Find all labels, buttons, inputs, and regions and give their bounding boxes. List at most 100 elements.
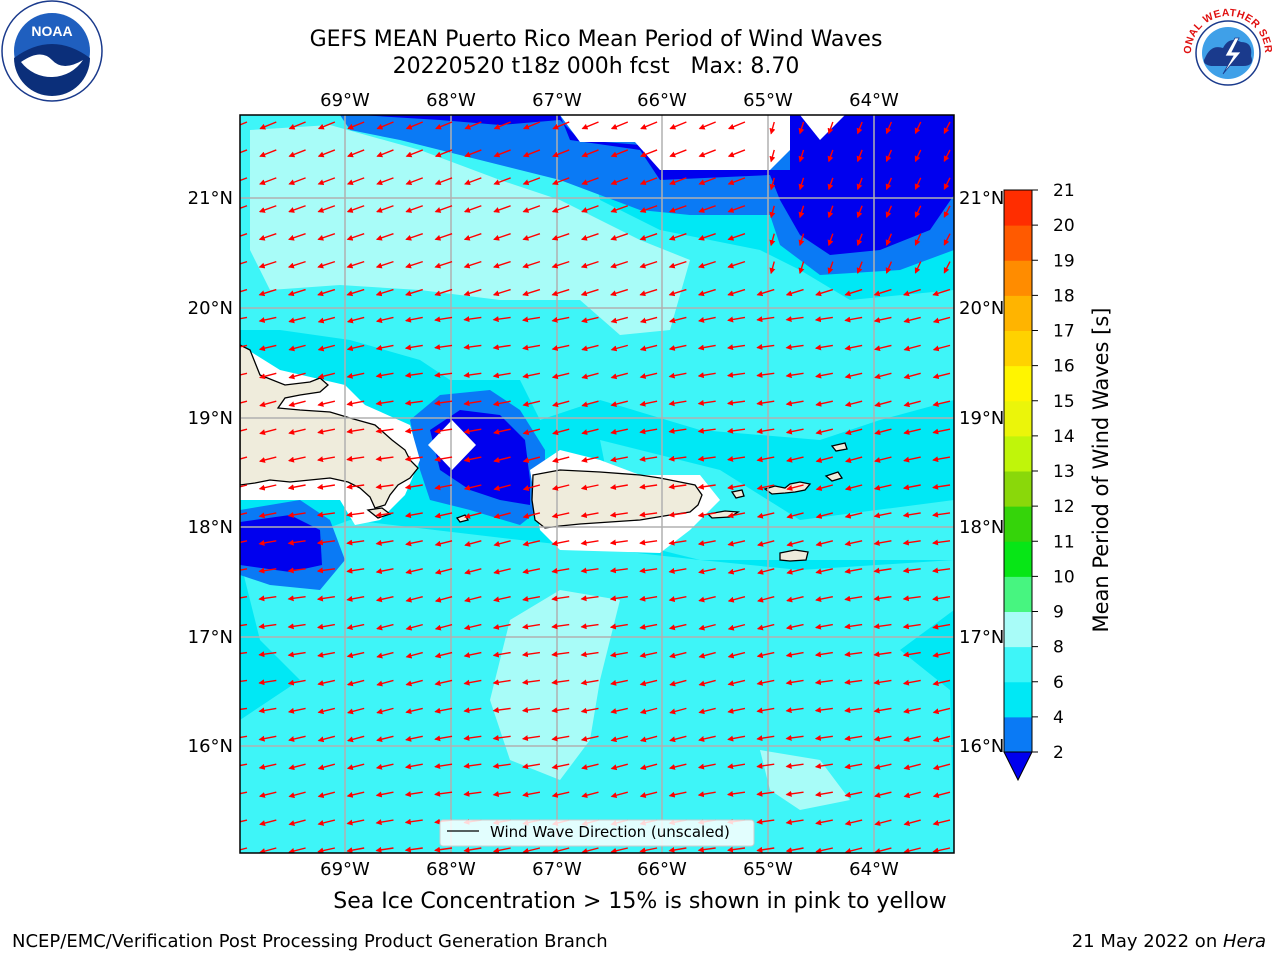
wind-wave-arrow	[827, 233, 834, 247]
wind-wave-arrow	[493, 456, 511, 463]
wind-wave-arrow	[258, 595, 277, 602]
wind-wave-arrow	[522, 484, 541, 491]
wind-wave-arrow	[521, 651, 541, 658]
wind-wave-arrow	[580, 707, 599, 714]
wind-wave-arrow	[786, 512, 804, 519]
wind-wave-arrow	[434, 344, 453, 351]
wind-wave-arrow	[317, 735, 336, 743]
lat-label: 21°N	[959, 188, 1004, 209]
lon-labels-bottom: 69°W 68°W 67°W 66°W 65°W 64°W	[320, 859, 899, 880]
wind-wave-arrow	[522, 791, 541, 798]
wind-wave-arrow	[844, 679, 863, 686]
wind-wave-arrow	[815, 540, 834, 547]
lon-label: 65°W	[743, 90, 793, 111]
wind-wave-arrow	[258, 651, 277, 658]
colorbar-segment	[1004, 681, 1032, 718]
wind-wave-arrow	[463, 372, 482, 378]
wind-wave-arrow	[668, 567, 687, 574]
wind-wave-arrow	[288, 121, 306, 130]
wind-wave-arrow	[785, 316, 804, 323]
lat-labels-right: 21°N 20°N 19°N 18°N 17°N 16°N	[959, 188, 1004, 757]
wind-wave-arrow	[698, 651, 716, 659]
wind-wave-arrow	[346, 428, 365, 435]
wind-wave-arrow	[610, 260, 629, 269]
wind-wave-arrow	[346, 511, 365, 518]
wind-wave-arrow	[552, 400, 570, 408]
wind-wave-arrow	[493, 568, 511, 575]
wind-wave-arrow	[873, 595, 892, 602]
wind-wave-arrow	[769, 121, 776, 135]
wind-wave-arrow	[551, 595, 570, 602]
lon-label: 68°W	[426, 859, 476, 880]
wind-wave-arrow	[463, 428, 482, 435]
wind-wave-arrow	[844, 456, 863, 464]
wind-wave-arrow	[492, 400, 511, 407]
wind-wave-arrow	[463, 233, 482, 241]
wind-wave-arrow	[610, 205, 629, 213]
wind-wave-arrow	[346, 651, 365, 659]
wind-wave-arrow	[376, 121, 394, 130]
wind-wave-arrow	[581, 149, 599, 158]
wind-wave-arrow	[376, 177, 394, 186]
wind-wave-arrow	[844, 707, 863, 714]
colorbar-segment	[1004, 541, 1032, 577]
wind-wave-arrow	[434, 233, 453, 241]
wind-wave-arrow	[552, 847, 570, 853]
land-st-croix	[779, 549, 809, 562]
wind-wave-arrow	[287, 567, 306, 574]
wind-wave-arrow	[375, 400, 394, 407]
wind-wave-arrow	[844, 735, 863, 742]
colorbar-segment	[1004, 330, 1032, 367]
wind-wave-arrow	[903, 344, 921, 352]
noaa-logo-text: NOAA	[31, 23, 72, 39]
wind-wave-arrow	[317, 344, 336, 352]
wind-wave-arrow	[463, 344, 482, 350]
wind-wave-arrow	[317, 205, 336, 213]
wind-wave-arrow	[698, 623, 716, 631]
wind-wave-arrow	[317, 260, 336, 269]
wind-wave-arrow	[815, 400, 833, 407]
map-legend: Wind Wave Direction (unscaled)	[439, 819, 755, 847]
wind-wave-arrow	[287, 260, 306, 269]
wind-wave-arrow	[551, 233, 570, 241]
wind-wave-arrow	[756, 371, 775, 378]
wind-wave-arrow	[521, 679, 541, 686]
wind-wave-arrow	[827, 149, 834, 163]
wind-wave-arrow	[434, 288, 453, 297]
wind-wave-arrow	[581, 847, 599, 853]
wind-wave-arrow	[610, 149, 629, 158]
wind-wave-arrow	[727, 763, 746, 770]
wind-wave-arrow	[798, 149, 805, 163]
wind-wave-arrow	[405, 596, 423, 603]
wind-wave-arrow	[610, 735, 628, 743]
wind-wave-arrow	[785, 734, 804, 741]
wind-wave-arrow	[522, 149, 541, 158]
wind-wave-arrow	[639, 735, 658, 743]
colorbar-tick-label: 20	[1053, 216, 1075, 236]
wind-wave-arrow	[376, 679, 394, 687]
chart-title: GEFS MEAN Puerto Rico Mean Period of Win…	[309, 27, 883, 52]
wind-wave-arrow	[815, 372, 833, 379]
wind-wave-arrow	[346, 679, 365, 687]
wind-wave-arrow	[434, 177, 453, 186]
land-sombrero	[830, 442, 848, 452]
wind-wave-arrow	[932, 567, 951, 574]
colorbar-tick-label: 4	[1053, 708, 1064, 728]
wind-wave-arrow	[932, 847, 951, 853]
wind-wave-arrow	[786, 456, 804, 463]
wind-wave-arrow	[885, 149, 893, 163]
wind-wave-arrow	[580, 595, 599, 602]
wind-wave-arrow	[317, 372, 336, 380]
colorbar-tick-label: 19	[1053, 251, 1075, 271]
lat-label: 17°N	[959, 627, 1004, 648]
wind-wave-arrow	[240, 205, 248, 210]
wind-wave-arrow	[405, 735, 423, 742]
contour-8-9-southeast	[760, 750, 850, 810]
wind-wave-arrow	[463, 735, 482, 741]
wind-wave-arrow	[756, 623, 775, 631]
wind-wave-arrow	[287, 679, 306, 686]
wind-wave-arrow	[259, 177, 277, 186]
wind-wave-arrow	[317, 456, 335, 463]
wind-wave-arrow	[815, 456, 834, 463]
wind-wave-arrow	[698, 149, 716, 158]
